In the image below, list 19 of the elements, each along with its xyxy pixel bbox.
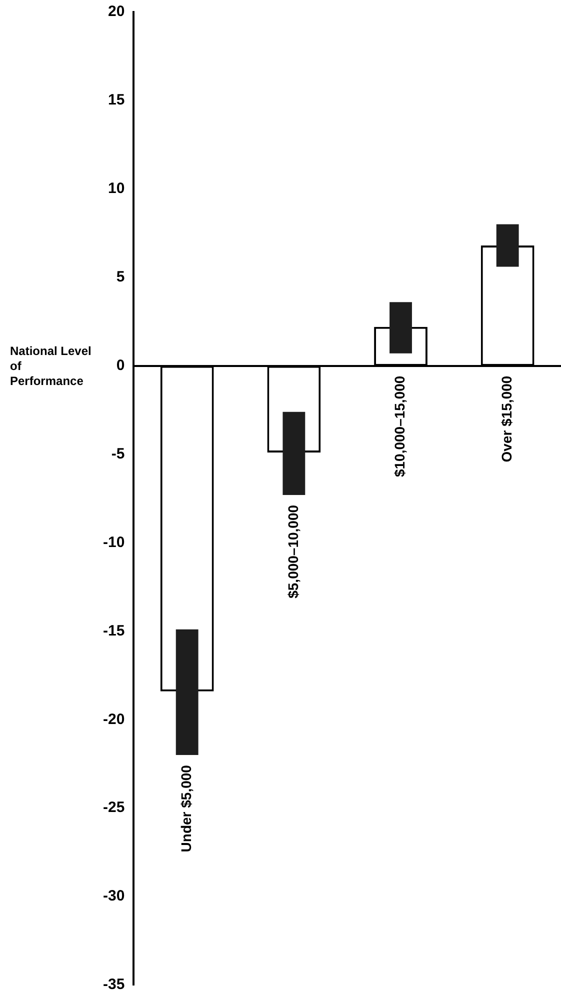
y-tick-label: -10 <box>102 534 125 551</box>
y-tick-label: -5 <box>111 445 125 462</box>
y-tick-label: 10 <box>108 180 125 198</box>
bar <box>176 629 198 756</box>
x-tick-label: Under $5,000 <box>178 764 194 852</box>
x-tick-label: $10,000–15,000 <box>392 376 408 478</box>
y-tick-label: 15 <box>108 92 125 109</box>
y-tick-label: 5 <box>116 268 125 286</box>
x-tick-label: $5,000–10,000 <box>284 504 301 598</box>
y-tick-label: 0 <box>116 356 125 374</box>
x-tick-label: Over $15,000 <box>498 376 514 462</box>
y-tick-label: -20 <box>102 710 125 728</box>
y-tick-label: -30 <box>102 888 125 905</box>
bar <box>496 224 519 267</box>
y-tick-label: -35 <box>102 976 125 994</box>
y-tick-label: -15 <box>102 622 125 640</box>
y-tick-label: -25 <box>102 799 125 816</box>
y-tick-label: 20 <box>108 3 125 20</box>
y-axis-title: National Level of Performance <box>10 344 92 388</box>
